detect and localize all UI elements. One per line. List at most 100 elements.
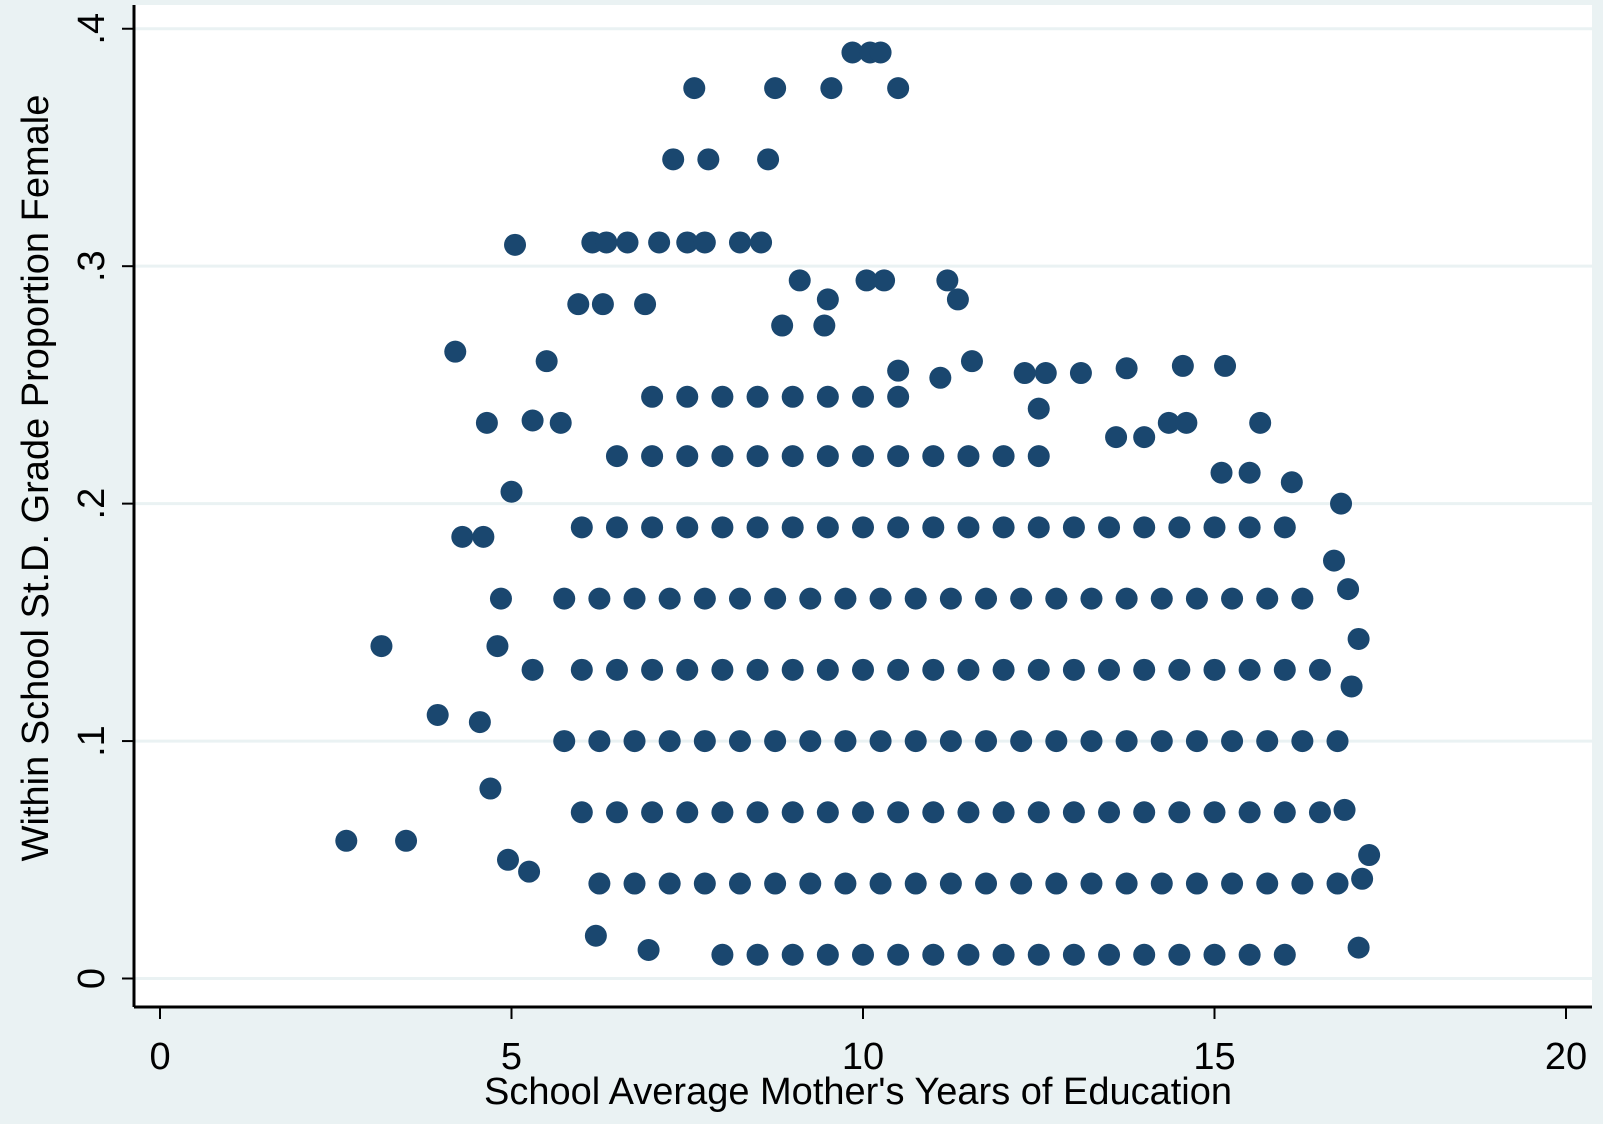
scatter-point (549, 411, 572, 434)
scatter-point (887, 385, 910, 408)
scatter-point (693, 587, 716, 610)
scatter-point (1168, 943, 1191, 966)
scatter-point (992, 943, 1015, 966)
scatter-point (728, 231, 751, 254)
x-tick-label: 0 (149, 1036, 170, 1078)
scatter-point (816, 943, 839, 966)
scatter-point (781, 801, 804, 824)
scatter-point (992, 801, 1015, 824)
scatter-point (693, 872, 716, 895)
scatter-point (799, 587, 822, 610)
scatter-point (1098, 801, 1121, 824)
scatter-point (957, 658, 980, 681)
scatter-point (1238, 461, 1261, 484)
scatter-point (939, 730, 962, 753)
scatter-point (711, 943, 734, 966)
scatter-point (1273, 801, 1296, 824)
scatter-point (1238, 516, 1261, 539)
scatter-point (711, 445, 734, 468)
scatter-point (1291, 872, 1314, 895)
scatter-point (746, 658, 769, 681)
scatter-point (623, 730, 646, 753)
scatter-point (957, 943, 980, 966)
scatter-point (1256, 587, 1279, 610)
scatter-point (676, 516, 699, 539)
scatter-point (813, 314, 836, 337)
scatter-point (1133, 801, 1156, 824)
scatter-point (1347, 936, 1370, 959)
scatter-point (1221, 587, 1244, 610)
scatter-point (852, 445, 874, 468)
y-tick-label: .3 (71, 250, 113, 282)
y-axis-title: Within School St.D. Grade Proportion Fem… (15, 95, 57, 862)
scatter-point (869, 587, 892, 610)
scatter-point (1347, 627, 1370, 650)
scatter-point (887, 77, 910, 100)
scatter-point (1010, 730, 1033, 753)
scatter-point (1098, 943, 1121, 966)
scatter-point (1175, 411, 1198, 434)
scatter-point (676, 385, 699, 408)
scatter-point (1010, 587, 1033, 610)
scatter-point (887, 943, 910, 966)
scatter-point (781, 516, 804, 539)
scatter-point (605, 801, 628, 824)
scatter-point (816, 445, 839, 468)
scatter-point (936, 269, 959, 292)
scatter-point (1013, 362, 1036, 385)
scatter-point (1203, 943, 1226, 966)
scatter-point (1133, 943, 1156, 966)
scatter-point (570, 516, 593, 539)
scatter-point (904, 730, 927, 753)
scatter-point (623, 872, 646, 895)
scatter-point (1027, 801, 1050, 824)
scatter-point (1115, 872, 1138, 895)
scatter-point (496, 848, 519, 871)
scatter-point (869, 872, 892, 895)
scatter-point (637, 939, 660, 962)
scatter-point (553, 730, 576, 753)
scatter-point (1069, 362, 1092, 385)
scatter-point (781, 943, 804, 966)
scatter-point (1249, 411, 1272, 434)
scatter-point (1034, 362, 1057, 385)
scatter-point (1168, 658, 1191, 681)
scatter-point (1185, 872, 1208, 895)
scatter-point (728, 872, 751, 895)
scatter-point (1115, 587, 1138, 610)
scatter-point (852, 516, 874, 539)
scatter-point (504, 233, 527, 256)
scatter-point (764, 587, 787, 610)
y-tick-label: 0 (71, 968, 113, 989)
scatter-point (676, 231, 699, 254)
scatter-point (960, 350, 983, 373)
scatter-point (1027, 658, 1050, 681)
x-axis-title: School Average Mother's Years of Educati… (484, 1071, 1232, 1113)
scatter-point (1171, 354, 1194, 377)
scatter-point (788, 269, 811, 292)
scatter-point (1214, 354, 1237, 377)
scatter-point (1027, 943, 1050, 966)
scatter-point (1185, 730, 1208, 753)
y-tick-label: .2 (71, 488, 113, 520)
scatter-point (486, 635, 509, 658)
y-tick-label: .1 (71, 725, 113, 757)
scatter-point (1203, 516, 1226, 539)
scatter-point (887, 658, 910, 681)
scatter-point (370, 635, 393, 658)
y-tick-label: .4 (71, 13, 113, 45)
scatter-point (957, 516, 980, 539)
scatter-point (605, 658, 628, 681)
scatter-point (1210, 461, 1233, 484)
scatter-point (1185, 587, 1208, 610)
scatter-point (975, 730, 998, 753)
scatter-point (518, 860, 541, 883)
scatter-point (887, 359, 910, 382)
scatter-point (1045, 587, 1068, 610)
scatter-point (489, 587, 512, 610)
scatter-point (1238, 943, 1261, 966)
scatter-point (1221, 872, 1244, 895)
scatter-point (1133, 658, 1156, 681)
scatter-point (634, 293, 657, 316)
scatter-point (852, 658, 874, 681)
